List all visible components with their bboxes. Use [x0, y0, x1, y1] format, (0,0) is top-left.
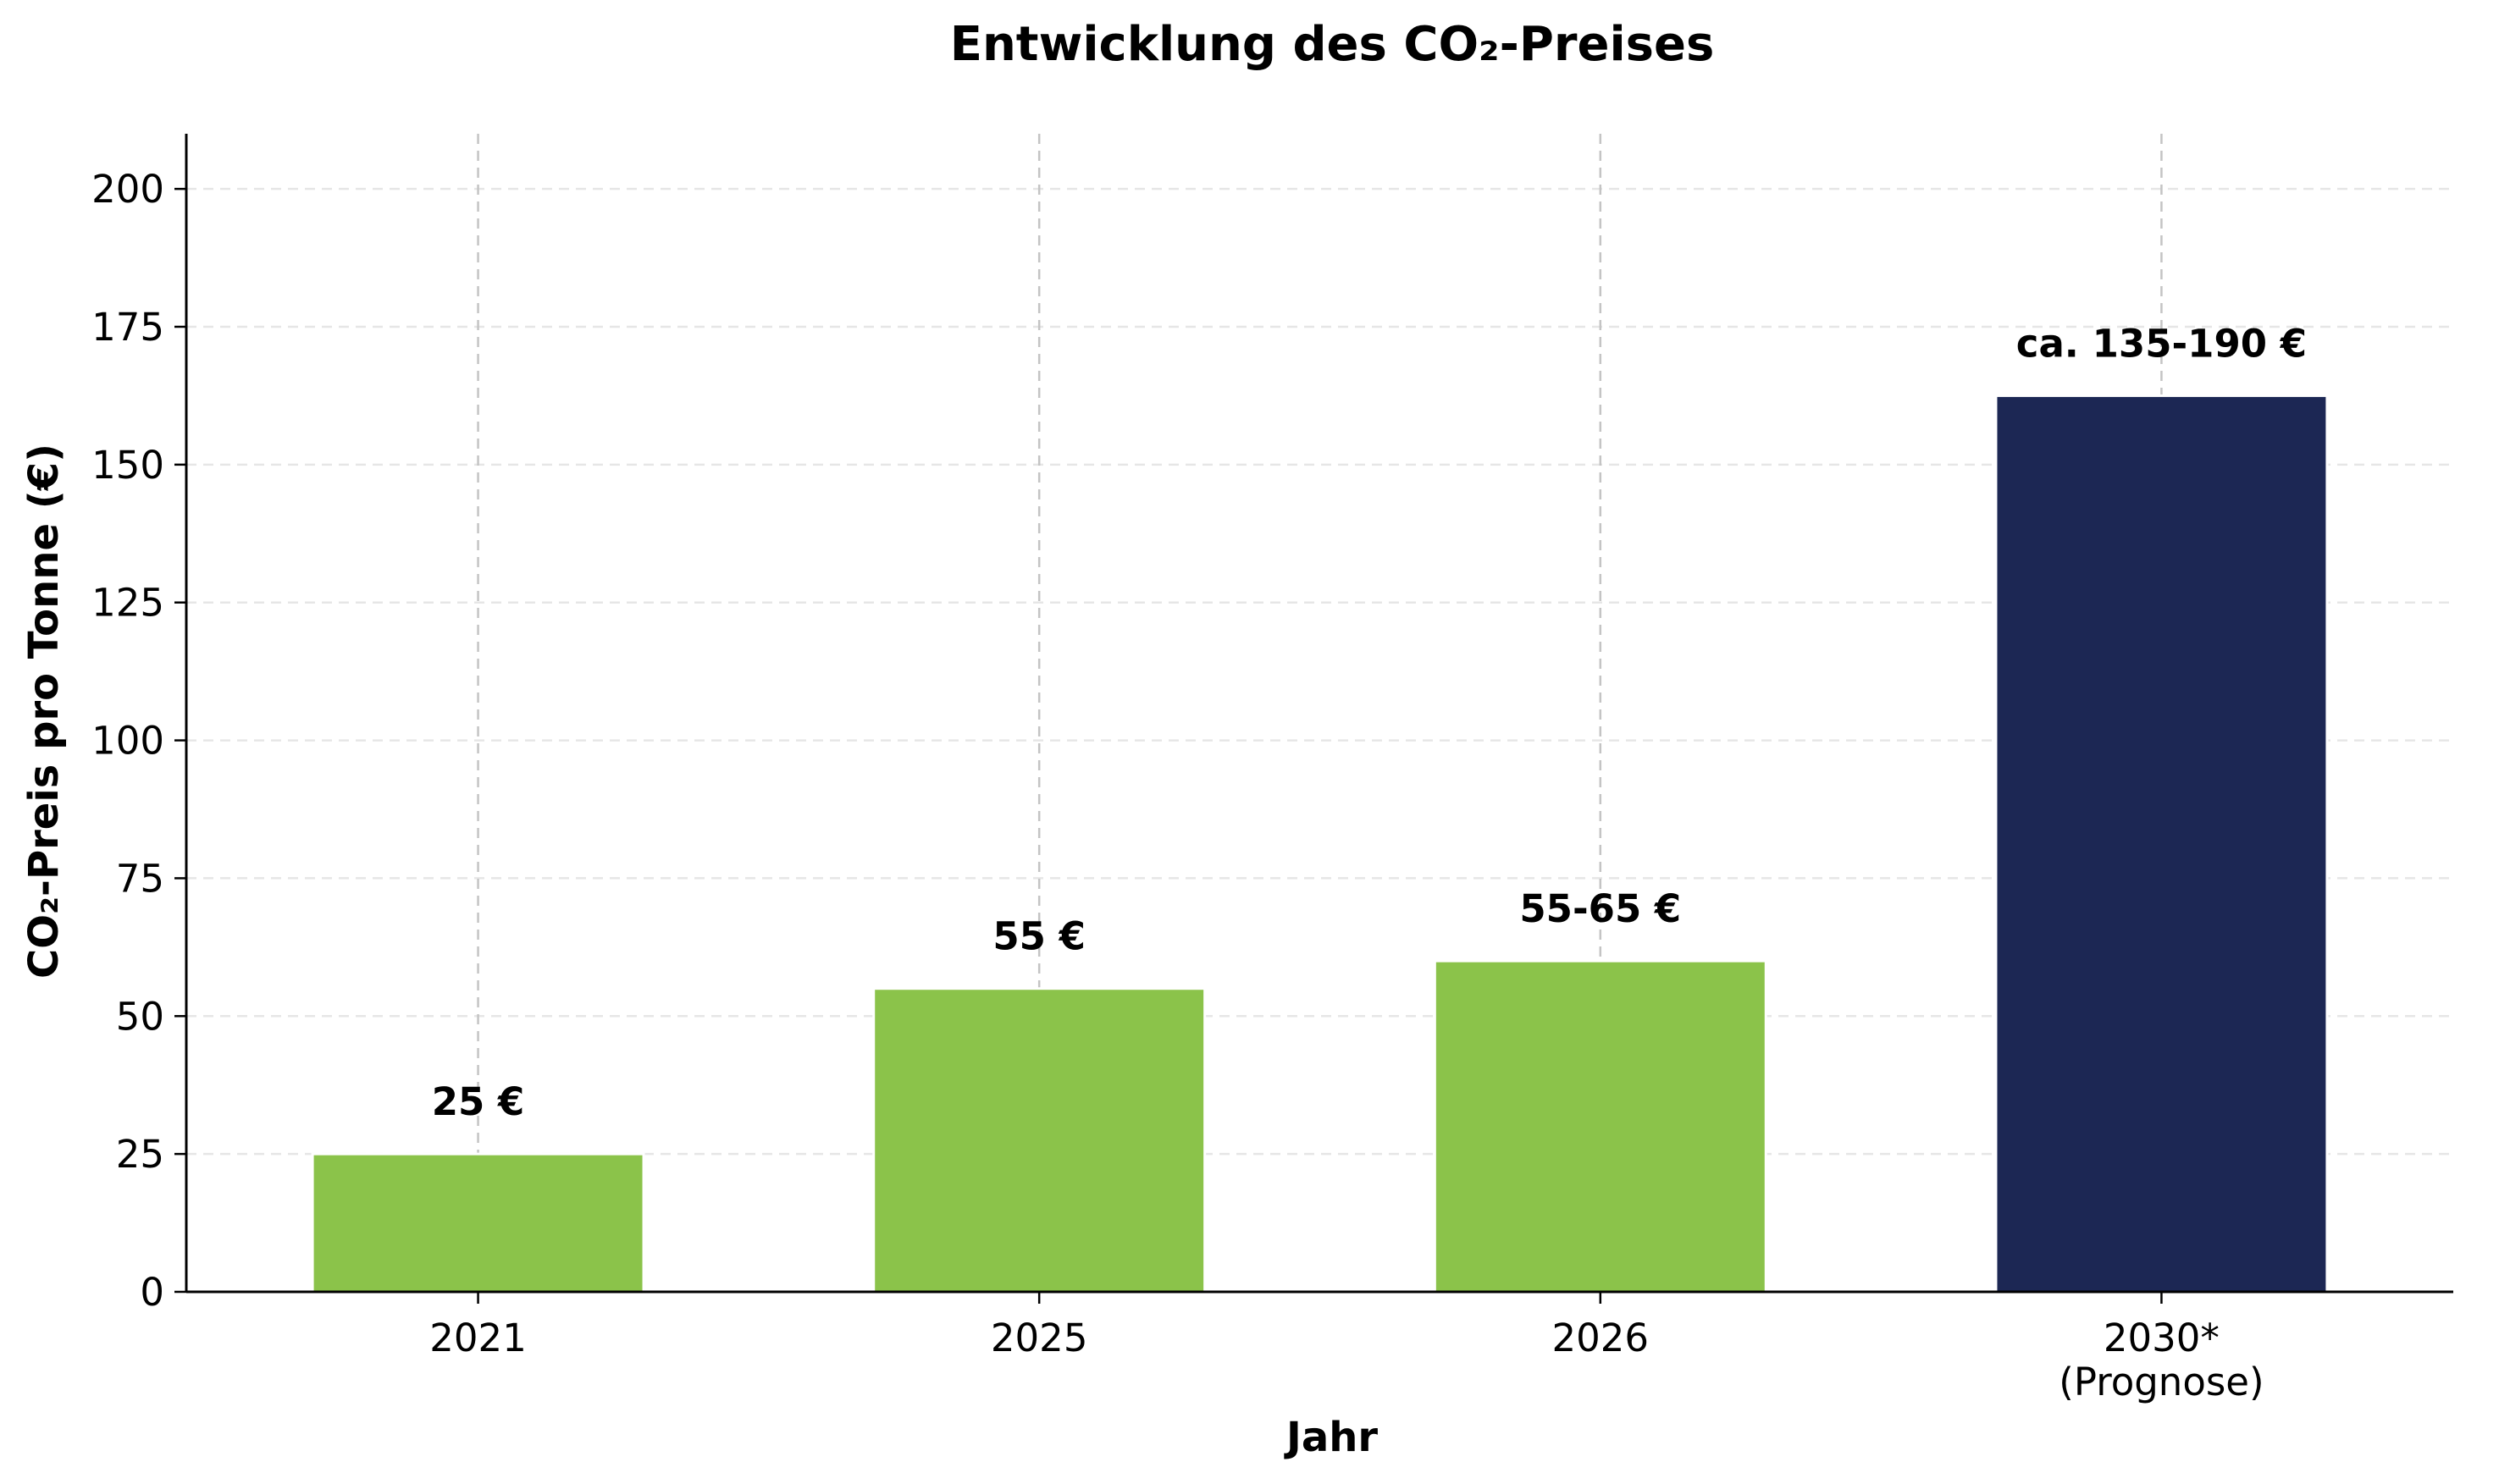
x-tick-label: 2025 — [991, 1316, 1088, 1360]
y-tick-label: 75 — [116, 856, 164, 901]
y-tick-label: 100 — [91, 719, 164, 764]
y-axis-label: CO₂-Preis pro Tonne (€) — [20, 444, 68, 979]
y-tick-label: 0 — [140, 1270, 164, 1315]
bar-2025 — [872, 987, 1207, 1294]
x-axis-label: Jahr — [1284, 1414, 1378, 1461]
data-labels: 25 € 55 € 55-65 € ca. 135-190 € — [432, 321, 2307, 1124]
bar-2026 — [1433, 959, 1767, 1294]
x-tick-label: 2030* — [2104, 1316, 2220, 1360]
bar-2021 — [311, 1152, 645, 1294]
bar-data-label: ca. 135-190 € — [2016, 321, 2307, 366]
bar-2030 — [1994, 394, 2329, 1294]
x-tick-label: 2021 — [429, 1316, 527, 1360]
bar-data-label: 25 € — [432, 1079, 525, 1124]
axes — [174, 134, 2453, 1304]
y-tick-label: 200 — [91, 167, 164, 212]
x-tick-label: 2026 — [1552, 1316, 1650, 1360]
y-tick-label: 50 — [116, 994, 164, 1039]
bar-data-label: 55-65 € — [1519, 886, 1681, 931]
chart-title: Entwicklung des CO₂-Preises — [950, 17, 1715, 72]
y-tick-label: 25 — [116, 1132, 164, 1177]
y-tick-label: 125 — [91, 581, 164, 626]
bars — [311, 394, 2329, 1294]
bar-data-label: 55 € — [992, 914, 1086, 959]
y-tick-labels: 0 25 50 75 100 125 150 175 200 — [91, 167, 164, 1315]
y-tick-label: 175 — [91, 305, 164, 350]
y-tick-label: 150 — [91, 443, 164, 488]
x-tick-sublabel: (Prognose) — [2059, 1360, 2264, 1404]
x-tick-labels: 2021 2025 2026 2030*(Prognose) — [429, 1316, 2264, 1404]
